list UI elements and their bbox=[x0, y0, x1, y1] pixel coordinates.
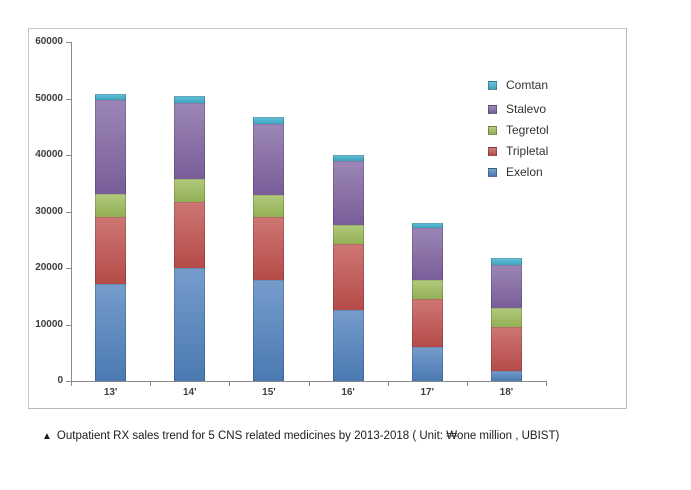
chart-caption: ▲ Outpatient RX sales trend for 5 CNS rel… bbox=[42, 430, 559, 442]
x-tick-mark bbox=[308, 381, 310, 386]
legend-swatch-tegretol bbox=[488, 125, 497, 135]
legend-swatch-comtan bbox=[488, 80, 497, 90]
bar-segment-17-comtan bbox=[411, 222, 443, 229]
y-tick-mark bbox=[66, 155, 71, 156]
y-tick-label: 40000 bbox=[35, 149, 63, 160]
x-tick-mark bbox=[466, 381, 468, 386]
legend: Comtan Stalevo Tegretol Tripletal Exelon bbox=[488, 79, 549, 187]
bar-segment-16-comtan bbox=[332, 155, 364, 161]
bar-segment-18-comtan bbox=[490, 258, 522, 266]
bar-segment-17-exelon bbox=[411, 347, 443, 381]
y-tick-label: 0 bbox=[57, 375, 63, 386]
y-tick-label: 30000 bbox=[35, 205, 63, 217]
x-tick-label: 16' bbox=[341, 387, 355, 398]
y-tick-mark bbox=[66, 381, 71, 382]
bar-segment-14-tripletal bbox=[174, 201, 206, 268]
bar-segment-14-stalevo bbox=[174, 103, 206, 179]
x-tick-label: 14' bbox=[182, 387, 197, 398]
x-tick-mark bbox=[229, 381, 231, 386]
legend-item-tegretol: Tegretol bbox=[488, 124, 549, 136]
y-tick-label: 10000 bbox=[35, 318, 63, 330]
x-tick-label: 18' bbox=[499, 387, 514, 398]
bar-segment-17-tripletal bbox=[411, 299, 443, 348]
legend-item-stalevo: Stalevo bbox=[488, 103, 549, 115]
bar-segment-13-tripletal bbox=[95, 217, 127, 284]
caption-text: Outpatient RX sales trend for 5 CNS rela… bbox=[56, 430, 560, 442]
y-tick-mark bbox=[66, 211, 71, 213]
bar-segment-13-stalevo bbox=[95, 100, 127, 194]
up-triangle-icon: ▲ bbox=[42, 431, 52, 442]
bar-segment-14-exelon bbox=[174, 268, 206, 381]
bar-segment-18-stalevo bbox=[490, 265, 522, 309]
x-tick-label: 13' bbox=[103, 387, 118, 398]
legend-swatch-stalevo bbox=[488, 104, 497, 114]
bar-segment-13-exelon bbox=[95, 283, 127, 381]
x-tick-label: 15' bbox=[262, 387, 276, 398]
legend-label-tegretol: Tegretol bbox=[506, 123, 549, 137]
bar-segment-16-exelon bbox=[332, 310, 364, 381]
bar-segment-14-comtan bbox=[174, 96, 206, 103]
x-tick-mark bbox=[387, 381, 389, 386]
legend-swatch-tripletal bbox=[488, 146, 497, 156]
bar-segment-13-comtan bbox=[95, 93, 127, 101]
x-tick-mark bbox=[71, 381, 72, 386]
y-tick-mark bbox=[66, 98, 71, 100]
bar-segment-16-tripletal bbox=[332, 243, 364, 311]
bar-segment-15-tegretol bbox=[253, 194, 285, 217]
bar-segment-18-tegretol bbox=[490, 308, 522, 328]
legend-label-exelon: Exelon bbox=[506, 165, 543, 179]
bar-segment-16-stalevo bbox=[332, 160, 364, 226]
bar-segment-15-comtan bbox=[253, 117, 285, 124]
y-tick-label: 20000 bbox=[35, 262, 63, 273]
bar-segment-18-tripletal bbox=[490, 327, 522, 372]
x-tick-label: 17' bbox=[420, 387, 434, 398]
x-tick-mark bbox=[546, 381, 547, 386]
y-tick-label: 50000 bbox=[35, 92, 63, 104]
bar-segment-15-stalevo bbox=[253, 123, 285, 195]
legend-item-exelon: Exelon bbox=[488, 166, 549, 178]
bar-segment-17-stalevo bbox=[411, 228, 443, 281]
chart-panel: Comtan Stalevo Tegretol Tripletal Exelon 600… bbox=[28, 28, 627, 409]
bar-segment-15-exelon bbox=[253, 279, 285, 381]
y-tick-mark bbox=[66, 268, 71, 269]
bar-segment-18-exelon bbox=[490, 371, 522, 381]
legend-label-comtan: Comtan bbox=[506, 78, 549, 92]
legend-label-stalevo: Stalevo bbox=[506, 102, 547, 116]
legend-item-comtan: Comtan bbox=[488, 79, 549, 91]
legend-label-tripletal: Tripletal bbox=[506, 144, 549, 158]
y-axis-line bbox=[71, 42, 72, 382]
bar-segment-15-tripletal bbox=[253, 216, 285, 280]
y-tick-label: 60000 bbox=[35, 36, 63, 47]
y-tick-mark bbox=[66, 324, 71, 326]
legend-swatch-exelon bbox=[488, 167, 497, 177]
bar-segment-17-tegretol bbox=[411, 280, 443, 300]
bar-segment-14-tegretol bbox=[174, 178, 206, 202]
legend-item-tripletal: Tripletal bbox=[488, 145, 549, 157]
bar-segment-16-tegretol bbox=[332, 225, 364, 244]
bar-segment-13-tegretol bbox=[95, 193, 127, 218]
x-tick-mark bbox=[150, 381, 152, 386]
y-tick-mark bbox=[66, 42, 71, 43]
